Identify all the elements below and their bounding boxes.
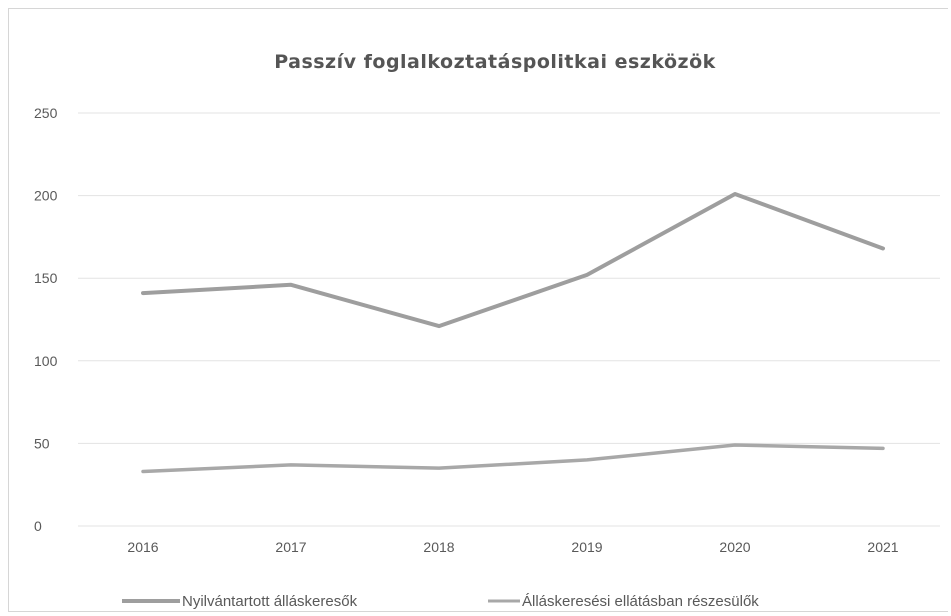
series-line-1: [141, 191, 885, 329]
series-line-2: [141, 443, 885, 474]
x-tick-label: 2021: [867, 539, 898, 555]
legend-label-2: Álláskeresési ellátásban részesülők: [522, 593, 759, 610]
x-tick-label: 2018: [423, 539, 454, 555]
legend: Nyilvántartott álláskeresők Álláskeresési…: [122, 593, 759, 610]
x-tick-label: 2019: [571, 539, 602, 555]
chart-title: Passzív foglalkoztatáspolitkai eszközök: [274, 51, 716, 73]
legend-label-1: Nyilvántartott álláskeresők: [182, 593, 358, 610]
y-tick-label: 150: [34, 270, 58, 286]
y-tick-label: 250: [34, 105, 58, 121]
y-tick-label: 100: [34, 353, 58, 369]
series-lines: [141, 191, 885, 474]
x-tick-label: 2020: [719, 539, 750, 555]
x-tick-label: 2017: [275, 539, 306, 555]
y-tick-label: 50: [34, 435, 50, 451]
y-tick-label: 0: [34, 518, 42, 534]
gridlines: [78, 112, 940, 527]
y-axis-ticks: 0 50 100 150 200 250: [34, 105, 58, 534]
x-axis-ticks: 2016 2017 2018 2019 2020 2021: [127, 539, 898, 555]
chart-frame: [8, 8, 948, 612]
y-tick-label: 200: [34, 188, 58, 204]
x-tick-label: 2016: [127, 539, 158, 555]
